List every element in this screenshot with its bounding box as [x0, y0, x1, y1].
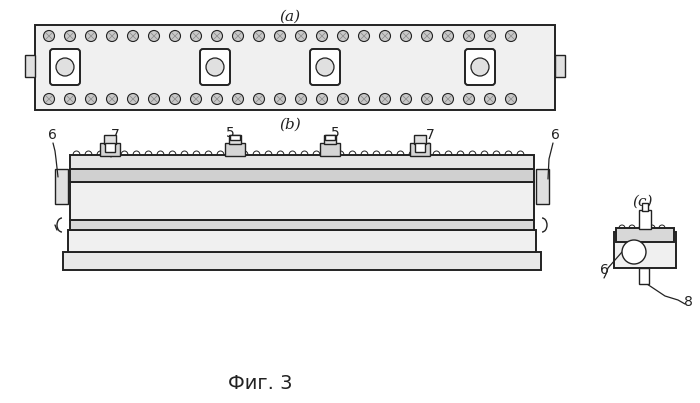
- Bar: [35, 25, 555, 110]
- Text: 6: 6: [600, 263, 608, 277]
- Circle shape: [148, 93, 160, 104]
- Bar: [616, 228, 674, 242]
- Circle shape: [379, 31, 391, 42]
- Bar: [555, 55, 565, 77]
- Text: 5: 5: [330, 126, 340, 140]
- Text: 5: 5: [225, 126, 234, 140]
- Circle shape: [316, 31, 328, 42]
- Bar: [104, 135, 116, 144]
- Circle shape: [274, 31, 286, 42]
- Circle shape: [206, 58, 224, 76]
- Text: 7: 7: [111, 128, 120, 142]
- Bar: [105, 143, 115, 152]
- Circle shape: [484, 31, 496, 42]
- Bar: [320, 143, 340, 156]
- Circle shape: [463, 31, 475, 42]
- Text: 6: 6: [551, 128, 559, 142]
- Circle shape: [463, 93, 475, 104]
- Bar: [68, 230, 536, 252]
- Circle shape: [253, 31, 265, 42]
- Circle shape: [337, 93, 349, 104]
- Circle shape: [316, 58, 334, 76]
- Bar: [230, 135, 240, 140]
- Circle shape: [442, 93, 454, 104]
- Bar: [63, 252, 541, 270]
- Circle shape: [295, 93, 307, 104]
- Circle shape: [43, 93, 55, 104]
- Text: (c): (c): [633, 195, 653, 209]
- Circle shape: [442, 31, 454, 42]
- Text: (a): (a): [279, 10, 300, 24]
- Circle shape: [421, 31, 433, 42]
- Circle shape: [253, 93, 265, 104]
- Bar: [639, 210, 651, 229]
- Bar: [639, 268, 649, 284]
- Circle shape: [64, 93, 76, 104]
- Text: (b): (b): [279, 118, 301, 132]
- Circle shape: [400, 93, 412, 104]
- Bar: [415, 143, 425, 152]
- Bar: [100, 143, 120, 156]
- FancyBboxPatch shape: [465, 49, 495, 85]
- Circle shape: [232, 93, 244, 104]
- Circle shape: [127, 93, 139, 104]
- Circle shape: [622, 240, 646, 264]
- Circle shape: [190, 93, 202, 104]
- Circle shape: [232, 31, 244, 42]
- Circle shape: [64, 31, 76, 42]
- Text: Фиг. 3: Фиг. 3: [228, 374, 293, 393]
- Circle shape: [148, 31, 160, 42]
- Circle shape: [379, 93, 391, 104]
- Circle shape: [358, 31, 370, 42]
- Circle shape: [505, 93, 517, 104]
- Circle shape: [56, 58, 74, 76]
- Bar: [324, 135, 336, 144]
- Circle shape: [400, 31, 412, 42]
- Circle shape: [106, 31, 118, 42]
- Bar: [70, 155, 534, 169]
- FancyBboxPatch shape: [200, 49, 230, 85]
- Bar: [229, 135, 241, 144]
- Circle shape: [127, 31, 139, 42]
- Bar: [55, 169, 68, 204]
- Circle shape: [274, 93, 286, 104]
- Circle shape: [85, 93, 97, 104]
- Text: 8: 8: [684, 295, 692, 309]
- Circle shape: [169, 31, 181, 42]
- Circle shape: [471, 58, 489, 76]
- Bar: [325, 135, 335, 140]
- Circle shape: [505, 31, 517, 42]
- Circle shape: [421, 93, 433, 104]
- Bar: [642, 203, 648, 211]
- Text: 7: 7: [426, 128, 435, 142]
- Bar: [70, 220, 534, 230]
- Circle shape: [358, 93, 370, 104]
- FancyBboxPatch shape: [310, 49, 340, 85]
- Circle shape: [484, 93, 496, 104]
- Text: 6: 6: [48, 128, 57, 142]
- Bar: [614, 232, 676, 268]
- Bar: [536, 169, 549, 204]
- Circle shape: [43, 31, 55, 42]
- Bar: [410, 143, 430, 156]
- Circle shape: [337, 31, 349, 42]
- Bar: [70, 169, 534, 182]
- Bar: [70, 182, 534, 220]
- Bar: [225, 143, 245, 156]
- Circle shape: [211, 31, 223, 42]
- Circle shape: [190, 31, 202, 42]
- Bar: [414, 135, 426, 144]
- Circle shape: [85, 31, 97, 42]
- FancyBboxPatch shape: [50, 49, 80, 85]
- Circle shape: [106, 93, 118, 104]
- Bar: [25, 55, 35, 77]
- Circle shape: [316, 93, 328, 104]
- Circle shape: [295, 31, 307, 42]
- Circle shape: [169, 93, 181, 104]
- Circle shape: [211, 93, 223, 104]
